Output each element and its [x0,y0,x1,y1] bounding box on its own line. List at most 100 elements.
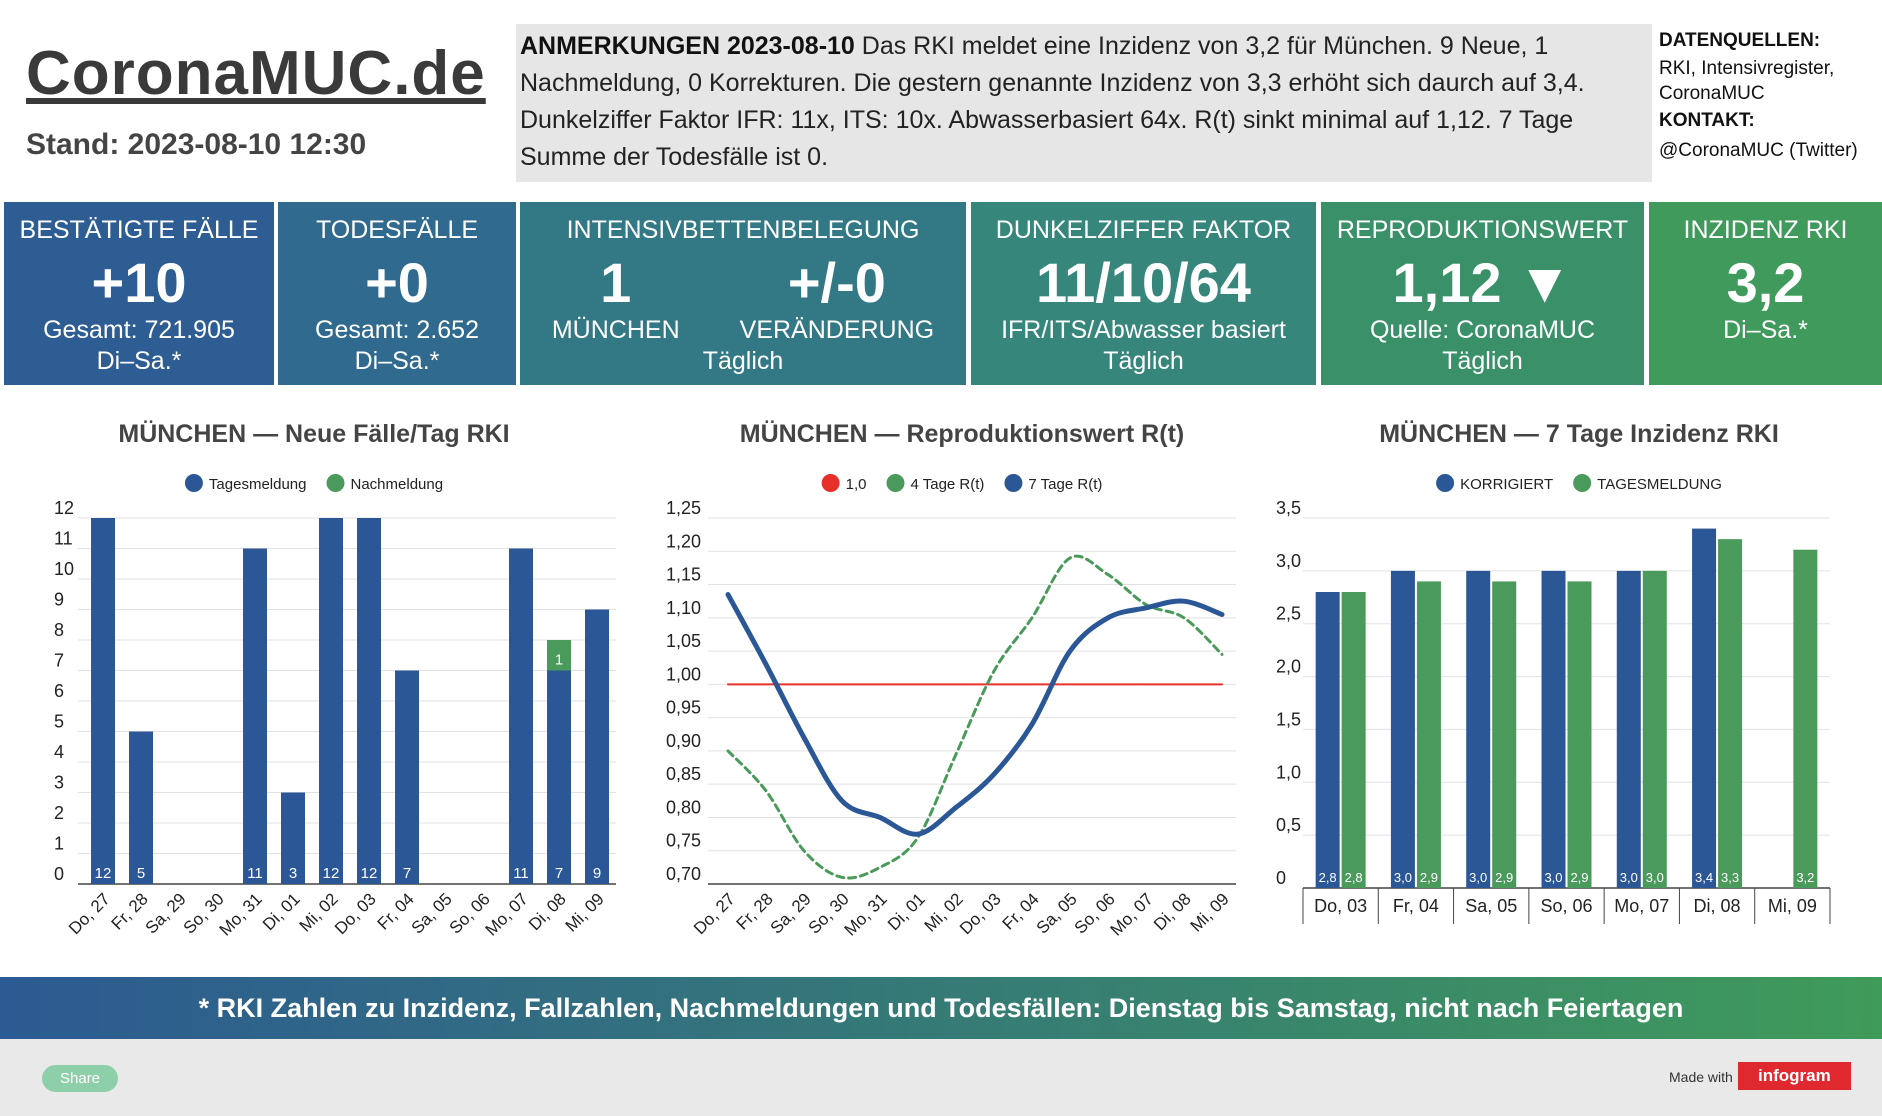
legend: 1,0 4 Tage R(t) 7 Tage R(t) [821,474,1102,493]
kpi-line: Gesamt: 721.905 [43,316,235,344]
bar-value-label: 9 [593,865,601,882]
bar-value-label: 11 [513,865,529,882]
y-tick-label: 0,75 [666,831,701,851]
x-tick-label: Di, 08 [1694,896,1741,916]
x-tick-label: Di, 01 [259,889,304,934]
chart-title: MÜNCHEN — Neue Fälle/Tag RKI [118,419,509,448]
bar-value-label: 3 [289,865,297,882]
brand[interactable]: infogram [1738,1062,1851,1090]
kpi-band: BESTÄTIGTE FÄLLE +10 Gesamt: 721.905 Di–Sa.… [0,202,1882,385]
x-tick-label: Do, 03 [331,889,380,938]
x-tick-label: Do, 03 [1314,896,1367,916]
bar-value-label: 3,0 [1620,870,1638,885]
y-tick-label: 1,15 [666,565,701,585]
bar [547,670,571,884]
kpi-tile: TODESFÄLLE +0 Gesamt: 2.652 Di–Sa.* [278,202,516,385]
kpi-line: Gesamt: 2.652 [315,316,479,344]
share-button[interactable]: Share [42,1065,119,1092]
x-tick-label: Sa, 29 [142,889,190,937]
site-title: CoronaMUC.de [26,39,486,108]
bar [1718,539,1743,888]
legend-label: 4 Tage R(t) [910,476,984,493]
bar [1793,549,1818,888]
notes-label: ANMERKUNGEN 2023-08-10 [520,32,855,60]
bar-value-label: 3,4 [1695,870,1713,885]
timestamp: Stand: 2023-08-10 12:30 [26,128,367,161]
kpi-label: VERÄNDERUNG [739,316,935,344]
legend: KORRIGIERT TAGESMELDUNG [1436,474,1722,493]
bar [585,609,609,884]
bar [1642,570,1667,888]
legend-label: 7 Tage R(t) [1028,476,1102,493]
bar [1567,581,1592,888]
bar-value-label: 3,3 [1721,870,1739,885]
sources: DATENQUELLEN: RKI, Intensivregister, Cor… [1659,26,1869,166]
legend-marker [886,474,905,492]
kpi-line: Täglich [702,347,784,375]
kpi-title: TODESFÄLLE [315,216,479,244]
notes-text: Das RKI meldet eine Inzidenz von 3,2 für… [520,32,1585,171]
x-tick-label: Do, 03 [956,889,1005,938]
bar-value-label: 7 [555,865,563,882]
y-tick-label: 1,00 [666,664,701,684]
bar [1466,570,1491,888]
kpi-tile: INTENSIVBETTENBELEGUNG 1 MÜNCHEN +/-0 VERÄND… [520,202,966,385]
x-tick-label: Mo, 07 [1614,896,1669,916]
kpi-column: 1 MÜNCHEN [552,245,680,346]
bar-value-label: 11 [247,865,263,882]
y-tick-label: 1,25 [666,498,701,518]
kpi-value: 3,2 [1726,251,1805,314]
bar [281,792,305,884]
x-tick-label: Di, 08 [1150,889,1195,934]
legend-label: 1,0 [846,476,867,493]
y-tick-label: 0,5 [1276,815,1301,835]
kpi-value: +0 [365,251,429,314]
y-tick-label: 4 [54,742,64,762]
sources-label: DATENQUELLEN: [1659,30,1821,51]
kpi-title: DUNKELZIFFER FAKTOR [995,216,1292,244]
bar-value-label: 2,9 [1495,870,1513,885]
bar-value-label: 3,0 [1469,870,1487,885]
kpi-value: 1,12 ▼ [1392,251,1573,314]
y-tick-label: 9 [54,590,64,610]
y-tick-label: 1,5 [1276,709,1301,729]
bar-value-label: 3,0 [1544,870,1562,885]
kpi-line: Täglich [1442,347,1523,375]
kpi-title: REPRODUKTIONSWERT [1336,216,1629,244]
kpi-value: +10 [91,251,187,314]
bar [1616,570,1641,888]
bar [243,548,267,884]
bar [1390,570,1415,888]
footer-note: * RKI Zahlen zu Inzidenz, Fallzahlen, Na… [0,977,1882,1039]
legend-label: Tagesmeldung [209,476,307,493]
legend-marker [1004,474,1023,492]
y-tick-label: 3 [54,773,64,793]
x-tick-label: Sa, 29 [767,889,815,937]
x-tick-label: Di, 08 [525,889,570,934]
bar-value-label: 3,0 [1646,870,1664,885]
bar-value-label: 12 [95,865,112,882]
x-tick-label: Mo, 07 [482,889,532,939]
bar [1416,581,1441,888]
x-tick-label: Mo, 07 [1107,889,1157,939]
chart-title: MÜNCHEN — 7 Tage Inzidenz RKI [1379,419,1779,448]
kpi-line: Quelle: CoronaMUC [1369,316,1596,344]
x-tick-label: Fr, 04 [1393,896,1439,916]
bar-value-label: 2,8 [1319,870,1337,885]
y-tick-label: 11 [54,529,73,549]
y-tick-label: 3,0 [1276,551,1301,571]
y-tick-label: 5 [54,712,64,732]
kpi-label: MÜNCHEN [551,316,680,344]
x-tick-label: Sa, 05 [408,889,456,937]
x-tick-label: Mo, 31 [216,889,266,939]
bar [91,518,115,884]
kpi-column: +/-0 VERÄNDERUNG [740,245,934,346]
sources-text: RKI, Intensivregister, CoronaMUC [1659,58,1835,104]
bar-value-label: 2,9 [1420,870,1438,885]
kpi-columns: 1 MÜNCHEN +/-0 VERÄNDERUNG [552,245,934,346]
bar-value-label: 12 [361,865,378,882]
notes: ANMERKUNGEN 2023-08-10 Das RKI meldet ei… [516,24,1652,182]
bar [1492,581,1517,888]
